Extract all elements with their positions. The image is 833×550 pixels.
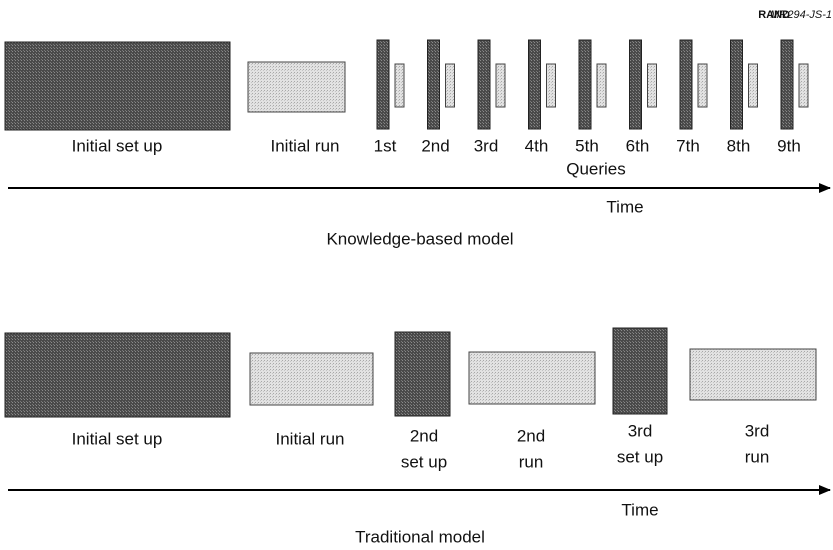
query-label: 5th [575, 136, 599, 155]
answer-block [697, 63, 708, 108]
answer-block [546, 63, 556, 108]
axis-label: Time [621, 500, 658, 519]
answer-block [394, 63, 405, 108]
query-block [629, 39, 642, 130]
setup-block [612, 327, 668, 415]
axis-label: Time [606, 197, 643, 216]
label: Queries [566, 159, 626, 178]
query-block [376, 39, 390, 130]
setup-block [4, 332, 231, 418]
query-block [427, 39, 440, 130]
setup-block [394, 331, 451, 417]
model-title: Knowledge-based model [326, 229, 513, 248]
label: run [745, 447, 770, 466]
answer-block [445, 63, 455, 108]
label: 3rd [628, 421, 653, 440]
query-label: 4th [525, 136, 549, 155]
model-title: Traditional model [355, 527, 485, 546]
label: 3rd [745, 421, 770, 440]
query-label: 1st [374, 136, 397, 155]
query-block [477, 39, 491, 130]
answer-block [647, 63, 657, 108]
query-label: 6th [626, 136, 650, 155]
label: Initial set up [72, 429, 163, 448]
query-block [780, 39, 794, 130]
answer-block [495, 63, 506, 108]
label: 2nd [517, 426, 545, 445]
run-block [247, 61, 346, 113]
query-block [528, 39, 541, 130]
org-label: RAND [758, 9, 790, 21]
answer-block [596, 63, 607, 108]
label: 2nd [410, 426, 438, 445]
query-label: 3rd [474, 136, 499, 155]
run-block [689, 348, 817, 401]
label: Initial run [271, 136, 340, 155]
query-block [578, 39, 592, 130]
figure-code: MR294-JS-1 [770, 9, 832, 21]
query-block [730, 39, 743, 130]
label: set up [401, 452, 447, 471]
query-block [679, 39, 693, 130]
setup-block [4, 41, 231, 131]
label: Initial run [276, 429, 345, 448]
run-block [249, 352, 374, 406]
answer-block [798, 63, 809, 108]
run-block [468, 351, 596, 405]
answer-block [748, 63, 758, 108]
query-label: 9th [777, 136, 801, 155]
query-label: 2nd [421, 136, 449, 155]
query-label: 8th [727, 136, 751, 155]
label: Initial set up [72, 136, 163, 155]
label: set up [617, 447, 663, 466]
query-label: 7th [676, 136, 700, 155]
label: run [519, 452, 544, 471]
